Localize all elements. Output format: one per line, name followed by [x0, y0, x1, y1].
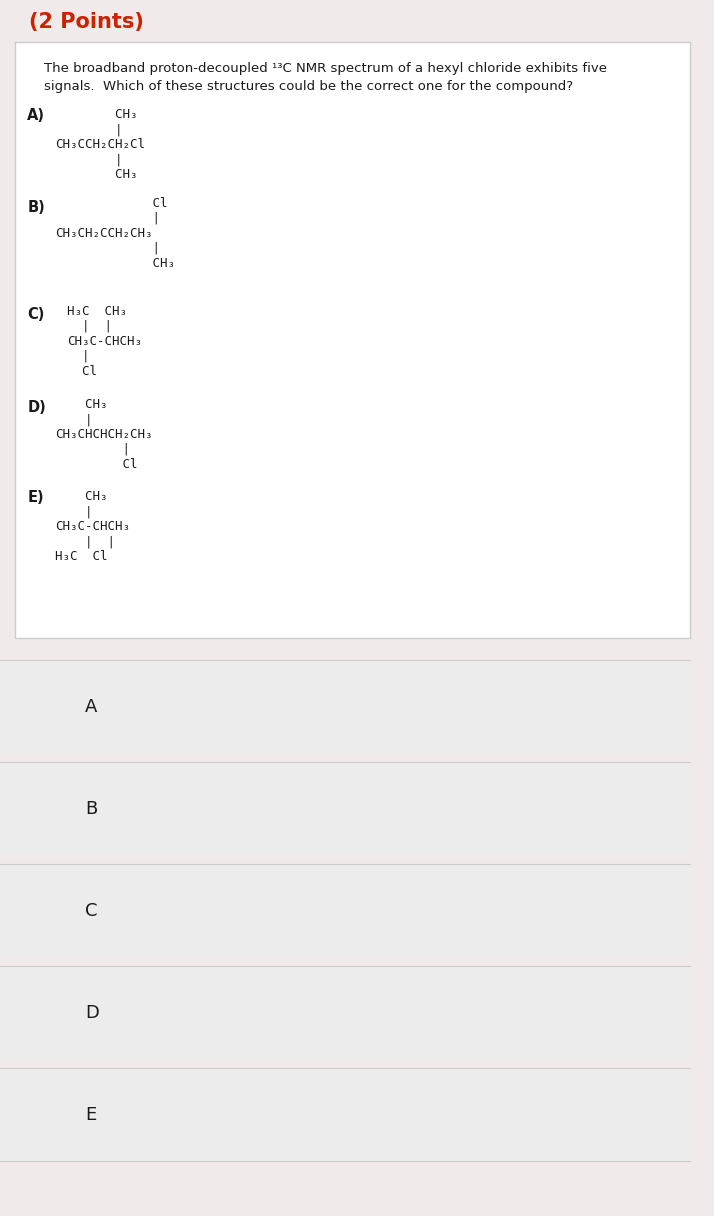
Text: |: |: [55, 443, 130, 456]
Text: |  |: | |: [67, 320, 112, 333]
Text: |: |: [67, 350, 89, 364]
Text: B): B): [27, 199, 45, 215]
Text: Cl: Cl: [55, 458, 138, 471]
Text: B: B: [85, 799, 97, 817]
Text: CH₃: CH₃: [55, 108, 138, 122]
Text: CH₃: CH₃: [55, 257, 175, 270]
Text: CH₃C-CHCH₃: CH₃C-CHCH₃: [55, 520, 130, 533]
Text: |: |: [55, 413, 93, 426]
Text: (2 Points): (2 Points): [29, 12, 144, 32]
Text: CH₃: CH₃: [55, 398, 108, 411]
Text: |: |: [55, 123, 123, 136]
Text: |  |: | |: [55, 535, 115, 548]
Circle shape: [37, 1000, 63, 1025]
Circle shape: [32, 790, 68, 826]
Circle shape: [37, 1102, 63, 1127]
Text: A): A): [27, 108, 45, 123]
Text: A: A: [85, 698, 97, 715]
Text: H₃C  Cl: H₃C Cl: [55, 550, 108, 563]
Text: CH₃CHCHCH₂CH₃: CH₃CHCHCH₂CH₃: [55, 428, 153, 441]
Circle shape: [37, 694, 63, 719]
Text: D): D): [27, 400, 46, 415]
Text: C): C): [27, 306, 44, 322]
Circle shape: [37, 897, 63, 923]
Text: Cl: Cl: [55, 197, 168, 210]
Text: |: |: [55, 212, 160, 225]
Circle shape: [32, 1097, 68, 1132]
Circle shape: [37, 795, 63, 821]
Text: CH₃CCH₂CH₂Cl: CH₃CCH₂CH₂Cl: [55, 137, 145, 151]
Text: signals.  Which of these structures could be the correct one for the compound?: signals. Which of these structures could…: [44, 80, 573, 92]
Text: |: |: [55, 153, 123, 167]
Text: CH₃C-CHCH₃: CH₃C-CHCH₃: [67, 334, 142, 348]
Text: CH₃CH₂CCH₂CH₃: CH₃CH₂CCH₂CH₃: [55, 227, 153, 240]
Circle shape: [32, 893, 68, 928]
Circle shape: [32, 995, 68, 1030]
Text: H₃C  CH₃: H₃C CH₃: [67, 305, 127, 319]
Text: The broadband proton-decoupled ¹³C NMR spectrum of a hexyl chloride exhibits fiv: The broadband proton-decoupled ¹³C NMR s…: [44, 62, 607, 75]
Text: CH₃: CH₃: [55, 490, 108, 503]
Text: |: |: [55, 242, 160, 255]
Text: |: |: [55, 505, 93, 518]
Text: CH₃: CH₃: [55, 168, 138, 181]
Circle shape: [32, 689, 68, 724]
Text: E: E: [85, 1105, 96, 1124]
Text: Cl: Cl: [67, 365, 97, 378]
Text: C: C: [85, 901, 98, 919]
Text: E): E): [27, 490, 44, 505]
Text: D: D: [85, 1003, 99, 1021]
